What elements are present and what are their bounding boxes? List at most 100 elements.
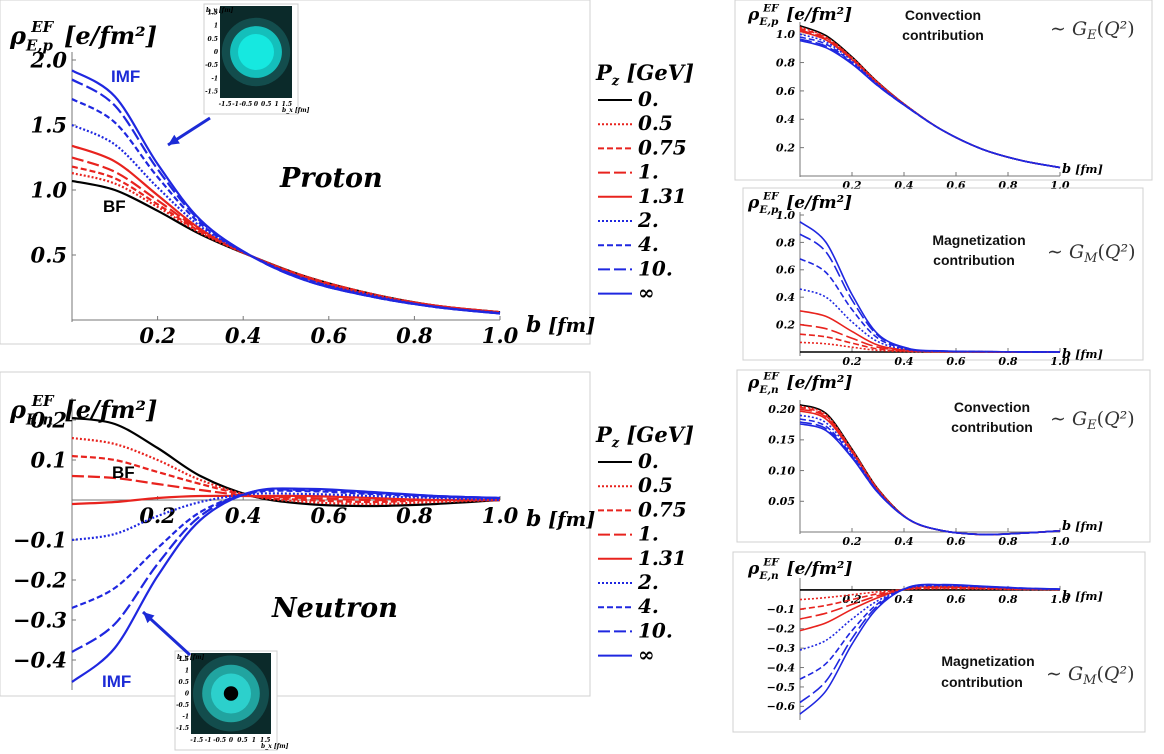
x-tick-label: 1.0 [482, 503, 519, 528]
legend-entry-1: 0.5 [638, 473, 673, 497]
inset-proton: -1.5-1.5-1-1-0.5-0.5000.50.5111.51.5b_y … [203, 3, 310, 115]
y-tick-label: 1.5 [30, 112, 67, 137]
inset-y-tick: 1 [214, 23, 218, 30]
legend-entry-2: 0.75 [638, 497, 687, 521]
density-core [238, 34, 274, 70]
y-axis-label: ρE,nEF [e/fm²] [747, 371, 852, 396]
x-axis-label: b [fm] [1062, 162, 1103, 177]
x-tick-label: 1.0 [1050, 535, 1069, 548]
series-line-8 [799, 221, 1061, 353]
series-line-6 [799, 418, 1061, 536]
legend-entry-0: 0. [638, 449, 659, 473]
y-axis-label: ρE,pEF [e/fm²] [747, 3, 852, 28]
y-tick-label: 2.0 [29, 47, 67, 72]
series-line-8 [71, 487, 501, 683]
x-tick-label: 0.4 [894, 355, 913, 368]
annotation-bf: BF [112, 463, 135, 482]
legend-entry-6: 4. [638, 594, 659, 618]
inset-x-tick: -0.5 [239, 101, 252, 108]
chart-proton-main: 0.5 1.0 1.5 2.0 0.2 0.4 0.6 0.8 1.0 ρE,pEF [e/fm²]… [0, 0, 595, 348]
series-line-6 [799, 36, 1061, 169]
inset-x-tick: 0.5 [261, 101, 271, 108]
legend: Pz [GeV]0.0.50.751.1.312.4.10.∞ [595, 60, 694, 305]
x-tick-label: 0.4 [894, 593, 913, 606]
y-tick-label: 0.20 [768, 403, 795, 416]
formula: ∼ GM(Q²) [1046, 663, 1135, 688]
inset-x-tick: 1.5 [282, 101, 292, 108]
x-axis-label: b [fm] [1062, 347, 1103, 362]
legend-entry-4: 1.31 [638, 184, 687, 208]
inset-y-tick: -0.5 [205, 62, 218, 69]
y-tick-label: −0.3 [13, 607, 67, 632]
x-tick-label: 0.4 [894, 179, 913, 192]
y-tick-label: 0.15 [768, 434, 795, 447]
x-tick-label: 0.8 [396, 323, 433, 348]
series-line-4 [71, 494, 501, 506]
y-tick-label: −0.1 [13, 527, 67, 552]
series-line-5 [799, 414, 1061, 536]
chart-proton-magnetization: 0.20.40.60.81.00.2 0.4 0.6 0.8 1.0ρE,pEF [e/f… [742, 187, 1144, 368]
arrow-head [143, 612, 155, 624]
y-tick-label: 0.05 [768, 495, 795, 508]
inset-y-tick: 0 [185, 691, 190, 698]
series-line-5 [71, 492, 501, 542]
inset-x-label: b_x [fm] [282, 107, 310, 114]
x-axis-label: b [fm] [526, 506, 595, 532]
legend-entry-1: 0.5 [638, 111, 673, 135]
panel-frame [742, 187, 1144, 361]
inset-x-tick: -0.5 [213, 737, 226, 744]
inset-y-tick: 0.5 [179, 679, 189, 686]
series-line-6 [799, 258, 1061, 353]
series-line-4 [799, 310, 1061, 353]
inset-x-tick: 1 [274, 101, 278, 108]
x-tick-label: 1.0 [1050, 593, 1069, 606]
y-tick-label: 0.2 [30, 407, 67, 432]
inset-y-tick: 0.5 [208, 36, 218, 43]
chart-proton-convection: 0.20.40.60.81.00.2 0.4 0.6 0.8 1.0ρE,pEF [e/f… [734, 0, 1153, 192]
series-line-7 [799, 38, 1061, 169]
x-tick-label: 0.8 [396, 503, 433, 528]
legend-entry-0: 0. [638, 87, 659, 111]
series-line-8 [799, 423, 1061, 536]
y-tick-label: 0.5 [30, 242, 67, 267]
x-tick-label: 0.6 [946, 593, 965, 606]
series-line-7 [71, 78, 501, 315]
panel-label-neutron: Neutron [271, 593, 398, 624]
chart-neutron-main: 0.20.1−0.1−0.2−0.3−0.40.2 0.4 0.6 0.8 1.0ρE,… [0, 371, 595, 697]
y-tick-label: 0.4 [776, 291, 795, 304]
y-tick-label: 0.10 [768, 464, 795, 477]
formula: ∼ GM(Q²) [1047, 241, 1136, 266]
y-tick-label: −0.2 [13, 567, 67, 592]
series-line-3 [799, 29, 1061, 169]
x-tick-label: 0.2 [842, 535, 861, 548]
annotation-line1: Magnetization [941, 653, 1034, 669]
legend-entry-3: 1. [638, 160, 659, 184]
panel-frame [736, 369, 1151, 543]
x-tick-label: 1.0 [482, 323, 519, 348]
x-tick-label: 0.8 [998, 179, 1017, 192]
series-line-8 [71, 69, 501, 315]
y-tick-label: 1.0 [30, 177, 67, 202]
inset-x-tick: 0 [254, 101, 259, 108]
inset-neutron: -1.5-1.5-1-1-0.5-0.5000.50.5111.51.5b_y … [174, 650, 289, 751]
annotation-line2: contribution [941, 674, 1023, 690]
chart-neutron-magnetization: −0.1−0.2−0.3−0.4−0.5−0.60.2 0.4 0.6 0.8 1.0ρ… [732, 551, 1146, 733]
series-line-3 [799, 323, 1060, 353]
annotation-line1: Convection [954, 399, 1030, 415]
series-line-5 [71, 123, 501, 314]
x-axis-label: b [fm] [1062, 589, 1103, 604]
annotation-line1: Magnetization [932, 232, 1025, 248]
x-tick-label: 0.2 [842, 355, 861, 368]
y-tick-label: 0.6 [776, 85, 795, 98]
inset-y-tick: -0.5 [176, 702, 189, 709]
inset-y-tick: 1.5 [208, 10, 218, 17]
x-tick-label: 0.4 [894, 535, 913, 548]
y-axis-label: ρE,nEF [e/fm²] [747, 557, 852, 582]
series-line-6 [71, 489, 501, 610]
x-tick-label: 0.6 [946, 355, 965, 368]
panel-frame [732, 551, 1146, 733]
formula: ∼ GE(Q²) [1050, 18, 1135, 43]
y-axis-label: ρE,nEF [e/fm²] [9, 392, 157, 429]
inset-y-tick: 1 [185, 667, 189, 674]
legend-entry-5: 2. [637, 208, 659, 232]
